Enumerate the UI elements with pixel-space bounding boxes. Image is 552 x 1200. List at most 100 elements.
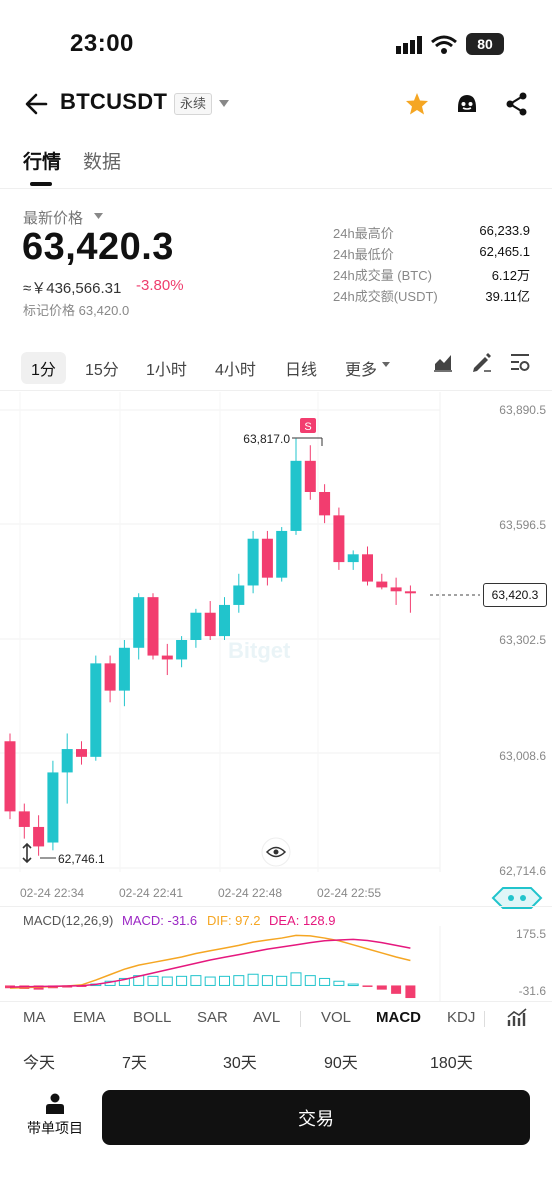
candle-body[interactable] (404, 591, 416, 594)
candle-body[interactable] (190, 612, 202, 640)
perf-today[interactable]: 今天 (23, 1055, 56, 1072)
x-tick-3: 02-24 22:48 (218, 886, 283, 900)
candle-body[interactable] (233, 585, 245, 605)
symbol-title[interactable]: BTCUSDT (60, 89, 168, 114)
interval-1m[interactable]: 1分 (21, 352, 66, 384)
candle-body[interactable] (76, 749, 87, 757)
ai-assistant-icon[interactable] (491, 884, 543, 912)
candles-group (4, 438, 416, 856)
macd-bar (261, 975, 273, 986)
indicator-vol[interactable]: VOL (321, 1009, 352, 1026)
macd-bar (233, 975, 245, 986)
favorite-star-icon[interactable] (405, 92, 429, 116)
status-time: 23:00 (70, 30, 134, 57)
interval-1h[interactable]: 1小时 (146, 362, 187, 379)
candle-body[interactable] (276, 530, 288, 578)
perf-180d[interactable]: 180天 (430, 1055, 473, 1072)
candle-body[interactable] (133, 597, 145, 648)
macd-bar (376, 985, 387, 990)
share-icon[interactable] (506, 92, 528, 116)
indicator-sar[interactable]: SAR (197, 1009, 228, 1026)
candle-body[interactable] (390, 587, 402, 592)
perf-90d[interactable]: 90天 (324, 1055, 358, 1072)
indicator-settings-icon[interactable] (507, 1008, 527, 1028)
indicator-ema[interactable]: EMA (73, 1009, 106, 1026)
indicator-separator-2 (484, 1011, 485, 1027)
assistant-icon[interactable] (455, 92, 479, 116)
candle-body[interactable] (290, 460, 302, 531)
copy-trading-label[interactable]: 带单项目 (27, 1120, 83, 1136)
active-tab-indicator (30, 182, 52, 186)
expand-icon[interactable] (22, 842, 32, 864)
back-arrow-icon[interactable] (24, 92, 48, 116)
candle-body[interactable] (90, 663, 102, 757)
tab-divider (0, 188, 552, 189)
latest-dropdown-icon[interactable] (94, 213, 103, 220)
perf-30d[interactable]: 30天 (223, 1055, 257, 1072)
candle-body[interactable] (261, 538, 273, 578)
indicator-macd[interactable]: MACD (376, 1009, 421, 1026)
candle-body[interactable] (204, 612, 216, 637)
cny-value: ≈￥436,566.31 (23, 280, 122, 297)
latest-price-label[interactable]: 最新价格 (23, 210, 84, 227)
candle-body[interactable] (347, 554, 359, 563)
chart-divider (0, 906, 552, 907)
macd-bar (304, 975, 316, 986)
macd-chart[interactable]: 175.5 -31.6 (0, 926, 552, 1002)
candle-body[interactable] (47, 772, 59, 843)
signal-icon (396, 36, 422, 54)
candle-body[interactable] (161, 655, 173, 660)
macd-bar (204, 976, 216, 986)
candle-body[interactable] (18, 811, 30, 827)
copy-trading-icon[interactable] (44, 1093, 66, 1115)
candle-body[interactable] (104, 663, 116, 691)
candle-body[interactable] (219, 604, 230, 637)
candlestick-chart[interactable]: Bitget S 63,817.0 62,746.1 63,890.5 63,5… (0, 392, 552, 902)
candle-body[interactable] (319, 491, 331, 516)
candle-body[interactable] (376, 581, 388, 588)
interval-more[interactable]: 更多 (345, 362, 378, 379)
mark-price: 标记价格 63,420.0 (23, 303, 130, 318)
indicator-ma[interactable]: MA (23, 1009, 46, 1026)
interval-4h[interactable]: 4小时 (215, 362, 256, 379)
tab-market[interactable]: 行情 (23, 152, 62, 173)
candle-body[interactable] (362, 554, 373, 582)
macd-value: MACD: -31.6 (122, 913, 198, 928)
chart-settings-icon[interactable] (510, 352, 530, 372)
draw-tool-icon[interactable] (471, 351, 493, 373)
candle-body[interactable] (4, 741, 16, 812)
interval-1d[interactable]: 日线 (285, 362, 318, 379)
y-tick-3: 63,302.5 (499, 633, 546, 647)
macd-dea-line (9, 938, 411, 988)
current-price-tag[interactable]: 63,420.3 (483, 583, 547, 607)
eye-icon[interactable] (261, 837, 291, 867)
macd-params: MACD(12,26,9) (23, 913, 114, 928)
indicator-avl[interactable]: AVL (253, 1009, 281, 1026)
wifi-icon (431, 35, 457, 54)
macd-bar (391, 985, 402, 994)
macd-bar (276, 975, 288, 986)
interval-15m[interactable]: 15分 (85, 362, 119, 379)
candle-body[interactable] (176, 639, 188, 660)
candle-body[interactable] (33, 826, 45, 847)
chevron-down-icon[interactable] (219, 100, 229, 108)
chart-type-icon[interactable] (433, 352, 453, 372)
perf-7d[interactable]: 7天 (122, 1055, 147, 1072)
more-chevron-icon[interactable] (382, 362, 390, 368)
candle-body[interactable] (147, 597, 159, 656)
macd-bar (147, 975, 159, 986)
y-tick-2: 63,596.5 (499, 518, 546, 532)
trade-button[interactable]: 交易 (102, 1090, 530, 1145)
sell-marker-icon[interactable] (300, 418, 316, 433)
macd-dea: DEA: 128.9 (269, 913, 336, 928)
candle-body[interactable] (118, 647, 130, 691)
x-tick-2: 02-24 22:41 (119, 886, 184, 900)
tab-data[interactable]: 数据 (83, 152, 122, 173)
candle-body[interactable] (61, 749, 73, 773)
candle-body[interactable] (333, 515, 345, 563)
x-tick-1: 02-24 22:34 (20, 886, 85, 900)
candle-body[interactable] (304, 460, 316, 492)
candle-body[interactable] (247, 538, 259, 586)
indicator-boll[interactable]: BOLL (133, 1009, 172, 1026)
indicator-kdj[interactable]: KDJ (447, 1009, 476, 1026)
